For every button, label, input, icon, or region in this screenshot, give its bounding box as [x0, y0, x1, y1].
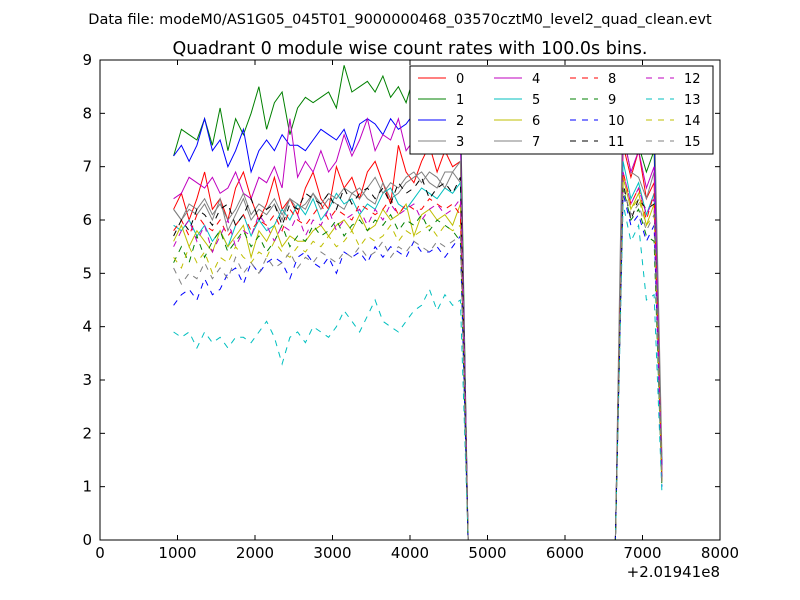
legend-label-4: 4 — [532, 72, 540, 87]
y-tick-label: 5 — [82, 264, 92, 282]
series-line-14 — [173, 177, 663, 541]
legend-label-15: 15 — [684, 135, 701, 150]
x-tick-label: 1000 — [158, 544, 196, 562]
y-tick-label: 8 — [82, 104, 92, 122]
y-tick-label: 2 — [82, 424, 92, 442]
x-tick-label: 6000 — [546, 544, 584, 562]
series-line-11 — [173, 176, 663, 541]
legend-label-5: 5 — [532, 93, 540, 108]
chart-title: Quadrant 0 module wise count rates with … — [173, 39, 648, 59]
axis-ticks: 0 1000 2000 3000 4000 5000 6000 7000 80000123456… — [82, 51, 739, 562]
legend-label-2: 2 — [456, 114, 464, 129]
y-tick-label: 3 — [82, 371, 92, 389]
legend-label-14: 14 — [684, 114, 701, 129]
legend-label-8: 8 — [608, 72, 616, 87]
series-line-0 — [173, 143, 663, 541]
y-tick-label: 7 — [82, 158, 92, 176]
legend-label-13: 13 — [684, 93, 701, 108]
y-tick-label: 0 — [82, 531, 92, 549]
x-tick-label: 2000 — [236, 544, 274, 562]
y-tick-label: 4 — [82, 318, 92, 336]
series-line-12 — [173, 171, 663, 541]
x-tick-label: 4000 — [391, 544, 429, 562]
x-tick-label: 0 — [95, 544, 105, 562]
x-tick-label: 3000 — [313, 544, 351, 562]
series-line-8 — [173, 171, 663, 541]
legend-label-6: 6 — [532, 114, 540, 129]
legend-label-9: 9 — [608, 93, 616, 108]
series-line-15 — [173, 187, 663, 541]
series-line-13 — [173, 203, 663, 541]
legend-label-7: 7 — [532, 135, 540, 150]
legend-label-0: 0 — [456, 72, 464, 87]
x-tick-label: 7000 — [623, 544, 661, 562]
legend-label-11: 11 — [608, 135, 625, 150]
chart-suptitle: Data file: modeM0/AS1G05_045T01_90000004… — [88, 12, 712, 28]
series-line-10 — [173, 193, 663, 541]
series-line-6 — [173, 177, 663, 541]
y-tick-label: 9 — [82, 51, 92, 69]
legend-label-10: 10 — [608, 114, 625, 129]
y-tick-label: 1 — [82, 478, 92, 496]
series-line-5 — [173, 161, 663, 541]
legend-label-3: 3 — [456, 135, 464, 150]
legend-label-1: 1 — [456, 93, 464, 108]
x-tick-label: 8000 — [701, 544, 739, 562]
y-tick-label: 6 — [82, 211, 92, 229]
legend-label-12: 12 — [684, 72, 701, 87]
x-tick-label: 5000 — [468, 544, 506, 562]
x-offset-label: +2.01941e8 — [627, 563, 720, 581]
series-lines — [173, 65, 663, 541]
legend-box — [409, 65, 714, 155]
